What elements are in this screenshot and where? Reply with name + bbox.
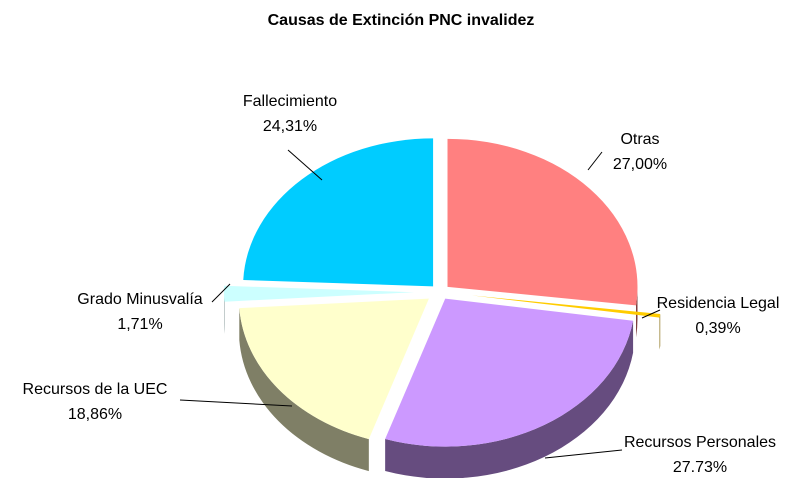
leader-line — [544, 449, 623, 459]
slice-side — [659, 313, 661, 350]
leader-line — [211, 283, 231, 303]
slice-side — [385, 320, 634, 478]
leader-line — [641, 309, 661, 319]
slice-label: Recursos de la UEC — [23, 381, 168, 398]
slice-label: Residencia Legal — [657, 295, 780, 312]
slice-value-label: 27.73% — [673, 459, 727, 476]
leader-line — [287, 149, 323, 181]
slice-label: Otras — [620, 131, 659, 148]
slice-label: Fallecimiento — [243, 93, 337, 110]
slice-value-label: 24,31% — [263, 118, 317, 135]
slice-value-label: 18,86% — [68, 406, 122, 423]
leader-line — [179, 399, 293, 407]
slice — [385, 298, 634, 447]
slice-value-label: 27,00% — [613, 156, 667, 173]
slice-value-label: 1,71% — [117, 316, 162, 333]
chart-title: Causas de Extinción PNC invalidez — [268, 12, 535, 29]
slice — [243, 138, 434, 287]
slice — [239, 298, 429, 440]
slice-side — [239, 308, 369, 472]
slice — [224, 285, 415, 302]
slice — [447, 138, 638, 306]
slice-label: Grado Minusvalía — [77, 291, 202, 308]
slice — [471, 295, 661, 318]
slice-label: Recursos Personales — [624, 434, 776, 451]
slice-value-label: 0,39% — [695, 320, 740, 337]
leader-line — [587, 151, 603, 171]
